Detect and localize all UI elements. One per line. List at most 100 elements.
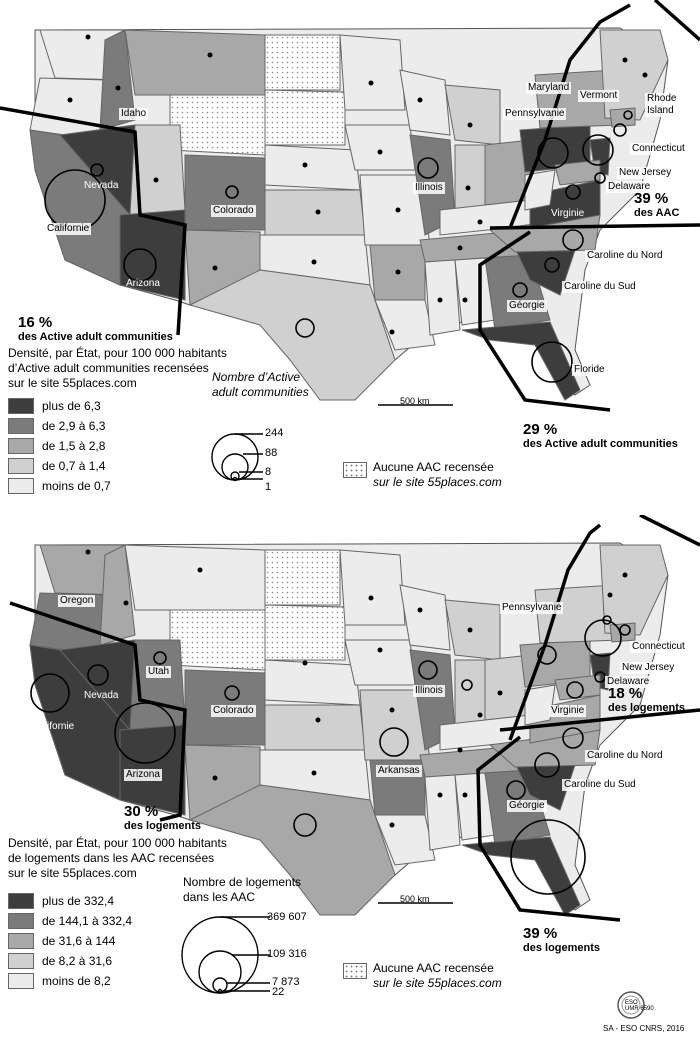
density-legend-title: Densité, par État, pour 100 000 habitant… <box>8 346 227 390</box>
circle-value-2: 109 316 <box>267 948 307 960</box>
label-california: Californie <box>45 223 92 235</box>
label-utah: Utah <box>146 666 172 678</box>
label-new-jersey: New Jersey <box>617 167 674 179</box>
label-illinois: Illinois <box>413 685 445 697</box>
circle-value-1: 244 <box>265 427 284 439</box>
legend-class-3: de 31,6 à 144 <box>8 933 115 949</box>
state-iowa <box>344 639 416 686</box>
scale-label: 500 km <box>400 894 430 904</box>
state-mississippi <box>424 774 461 851</box>
label-delaware: Delaware <box>605 676 652 688</box>
legend-class-2: de 2,9 à 6,3 <box>8 418 105 434</box>
label-pennsylvania: Pennsylvanie <box>500 602 564 614</box>
label-oregon: Oregon <box>58 595 96 607</box>
state-colorado <box>184 154 266 231</box>
label-vermont: Vermont <box>578 90 620 102</box>
label-virginia: Virginie <box>549 705 587 717</box>
map-active-adult-communities: Idaho Nevada Californie Arizona Colorado… <box>0 0 700 515</box>
circle-legend-title: Nombre de logements dans les AAC <box>183 875 302 904</box>
label-colorado: Colorado <box>211 205 256 217</box>
logo-text: ESO UMR 6590 <box>625 1000 654 1012</box>
label-arkansas: Arkansas <box>376 765 422 777</box>
circle-legend-title: Nombre d’Active adult communities <box>212 370 309 399</box>
state-nebraska <box>264 144 361 191</box>
label-arizona: Arizona <box>124 769 162 781</box>
zone-south-share: 29 % des Active adult communities <box>523 421 678 450</box>
legend-class-4: de 0,7 à 1,4 <box>8 458 105 474</box>
state-north-dakota <box>264 549 341 606</box>
state-minnesota <box>339 34 406 111</box>
legend-class-2: de 144,1 à 332,4 <box>8 913 132 929</box>
small-dots <box>85 549 628 828</box>
state-louisiana <box>374 299 436 351</box>
state-wisconsin <box>399 69 451 136</box>
zone-west-share: 30 % des logements <box>124 803 202 832</box>
state-new-england <box>599 544 669 636</box>
circle-value-1: 369 607 <box>267 911 307 923</box>
legend-class-4: de 8,2 à 31,6 <box>8 953 112 969</box>
circle-size-legend <box>181 916 270 994</box>
label-connecticut: Connecticut <box>630 143 687 155</box>
circle-value-2: 88 <box>265 447 278 459</box>
state-nebraska <box>264 659 361 706</box>
state-south-dakota <box>264 89 346 146</box>
label-illinois: Illinois <box>413 182 445 194</box>
legend-class-1: plus de 332,4 <box>8 893 114 909</box>
label-pennsylvania: Pennsylvanie <box>503 108 567 120</box>
state-kansas <box>264 189 366 236</box>
label-south-carolina: Caroline du Sud <box>562 779 638 791</box>
proportional-circles <box>44 110 633 383</box>
state-connecticut <box>609 107 636 128</box>
label-nevada: Nevada <box>84 180 119 191</box>
state-texas <box>188 784 396 916</box>
label-georgia: Géorgie <box>507 800 547 812</box>
no-data-swatch <box>343 963 367 979</box>
state-wyoming <box>169 609 266 671</box>
state-idaho <box>99 544 136 646</box>
small-dots <box>67 34 648 335</box>
label-rhode-island-2: Island <box>645 105 676 117</box>
label-south-carolina: Caroline du Sud <box>562 281 638 293</box>
no-data-label: Aucune AAC recensée sur le site 55places… <box>373 961 502 990</box>
zone-boundaries <box>0 0 700 412</box>
state-north-dakota <box>264 34 341 91</box>
eso-logo <box>617 991 645 1019</box>
state-minnesota <box>339 549 406 626</box>
label-colorado: Colorado <box>211 705 256 717</box>
label-new-jersey: New Jersey <box>620 662 677 674</box>
state-west-virginia <box>524 684 556 726</box>
circle-value-3: 8 <box>265 466 272 478</box>
label-virginia: Virginie <box>551 208 585 219</box>
label-delaware: Delaware <box>606 181 653 193</box>
circle-size-legend <box>211 433 263 482</box>
legend-class-3: de 1,5 à 2,8 <box>8 438 105 454</box>
zone-northeast-share: 39 % des AAC <box>634 190 680 219</box>
label-north-carolina: Caroline du Nord <box>585 750 665 762</box>
state-maryland <box>554 674 601 701</box>
scale-label: 500 km <box>400 396 430 406</box>
zone-south-share: 39 % des logements <box>523 925 601 954</box>
map-housing-units: Oregon Nevada Utah Californie Arizona Co… <box>0 515 700 1030</box>
legend-class-5: moins de 8,2 <box>8 973 111 989</box>
label-north-carolina: Caroline du Nord <box>585 250 665 262</box>
state-indiana <box>454 659 486 731</box>
state-idaho <box>99 29 136 131</box>
credit-text: SA - ESO CNRS, 2016 <box>603 1024 685 1033</box>
state-south-dakota <box>264 604 346 661</box>
label-connecticut: Connecticut <box>630 641 687 653</box>
state-texas <box>188 269 396 401</box>
label-georgia: Géorgie <box>507 300 547 312</box>
circle-value-4: 1 <box>265 481 272 493</box>
label-arizona: Arizona <box>126 278 160 289</box>
label-rhode-island-1: Rhode <box>645 93 679 105</box>
zone-northeast-share: 18 % des logements <box>608 685 686 714</box>
label-nevada: Nevada <box>84 690 119 701</box>
state-wyoming <box>169 94 266 156</box>
state-maryland <box>554 159 601 186</box>
zone-boundaries <box>9 515 700 922</box>
state-louisiana <box>374 814 436 866</box>
label-maryland: Maryland <box>526 82 572 94</box>
label-idaho: Idaho <box>119 108 149 120</box>
circle-value-4: 22 <box>272 986 285 998</box>
state-iowa <box>344 124 416 171</box>
